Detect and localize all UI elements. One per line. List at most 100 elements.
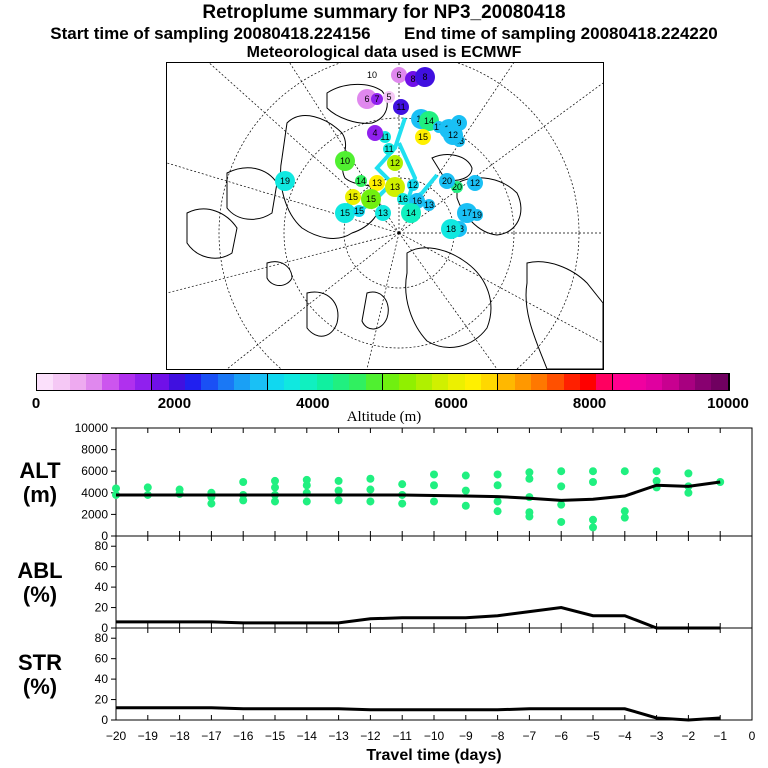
y-tick-label: 0 xyxy=(101,529,108,543)
colorbar-segment xyxy=(563,374,580,390)
y-tick-label: 80 xyxy=(95,631,109,645)
x-tick-label: −5 xyxy=(586,729,600,743)
x-tick-label: −9 xyxy=(459,729,473,743)
scatter-point xyxy=(557,482,566,491)
scatter-point xyxy=(684,488,693,497)
x-tick-label: −7 xyxy=(523,729,537,743)
map-marker xyxy=(443,125,463,145)
map-marker-label: 12 xyxy=(434,122,444,132)
chart-title: Retroplume summary for NP3_20080418 xyxy=(202,2,566,23)
panel-yunit: (%) xyxy=(23,582,57,607)
panel-alt: 0 2000 4000 6000 8000 10000 ALT(m) xyxy=(19,421,753,543)
map-marker-label: 17 xyxy=(462,208,472,218)
map-marker-label: 13 xyxy=(424,200,434,210)
scatter-point xyxy=(620,507,629,516)
scatter-point xyxy=(430,470,438,479)
map-marker-label: 12 xyxy=(470,178,480,188)
map-marker-label: 11 xyxy=(380,132,389,142)
scatter-point xyxy=(398,499,407,508)
colorbar-segment xyxy=(596,374,614,390)
map-marker-label: 15 xyxy=(340,208,350,218)
map-marker xyxy=(371,93,383,105)
x-tick-label: −4 xyxy=(618,729,632,743)
scatter-point xyxy=(271,497,279,506)
scatter-point xyxy=(652,476,661,485)
sampling-times: Start time of sampling 20080418.224156 E… xyxy=(0,24,768,44)
scatter-point xyxy=(271,476,279,485)
y-tick-label: 40 xyxy=(95,580,109,594)
colorbar-segment xyxy=(316,374,333,390)
map-marker-label: 14 xyxy=(356,176,366,186)
scatter-point xyxy=(334,496,343,505)
y-tick-label: 80 xyxy=(95,539,109,553)
map-marker-label: 15 xyxy=(366,194,376,204)
x-tick-label: −15 xyxy=(265,729,286,743)
map-marker xyxy=(375,205,391,221)
scatter-point xyxy=(430,481,438,490)
scatter-point xyxy=(684,469,693,478)
y-tick-label: 10000 xyxy=(75,421,109,435)
map-markers: 1066788511111141412911131512111210141313… xyxy=(275,67,483,239)
scatter-point xyxy=(525,508,534,517)
end-time-label: End time of sampling 20080418.224220 xyxy=(404,24,718,43)
colorbar-segment xyxy=(382,374,400,390)
x-tick-label: −16 xyxy=(233,729,254,743)
map-marker-label: 9 xyxy=(456,118,461,128)
colorbar-segment xyxy=(431,374,449,390)
polar-map: 1066788511111141412911131512111210141313… xyxy=(166,62,604,370)
colorbar-segment xyxy=(579,374,597,390)
map-marker-label: 14 xyxy=(406,208,416,218)
scatter-point xyxy=(589,478,597,486)
scatter-point xyxy=(334,486,343,495)
colorbar-segment xyxy=(613,374,630,390)
scatter-point xyxy=(493,497,502,506)
colorbar-segment xyxy=(267,374,284,390)
map-marker xyxy=(415,67,435,87)
colorbar-segment xyxy=(695,374,712,390)
scatter-point xyxy=(557,500,566,509)
map-marker xyxy=(401,203,421,223)
x-tick-label: −13 xyxy=(328,729,349,743)
map-marker-label: 18 xyxy=(446,224,456,234)
scatter-point xyxy=(430,497,438,506)
colorbar-segment xyxy=(134,374,153,390)
panel-ylabel: ABL xyxy=(17,558,62,583)
x-tick-label: −8 xyxy=(491,729,505,743)
scatter-point xyxy=(302,475,311,484)
series-line xyxy=(116,606,721,630)
map-marker xyxy=(335,203,355,223)
colorbar-segment xyxy=(448,374,465,390)
series-line xyxy=(116,706,721,722)
y-tick-label: 6000 xyxy=(81,464,108,478)
panel-frame xyxy=(115,535,753,629)
colorbar-segment xyxy=(53,374,70,390)
colorbar-tick-label: 10000 xyxy=(707,395,749,412)
map-marker xyxy=(393,99,409,115)
map-marker-label: 15 xyxy=(418,132,428,142)
scatter-point xyxy=(398,480,407,489)
map-marker xyxy=(275,171,295,191)
colorbar-segment xyxy=(711,374,729,390)
map-marker xyxy=(355,175,367,187)
map-marker xyxy=(415,129,431,145)
colorbar-segment xyxy=(678,374,696,390)
map-marker-label: 20 xyxy=(452,182,462,192)
map-marker-label: 19 xyxy=(472,210,482,220)
map-marker-label: 6 xyxy=(364,94,369,104)
x-tick-label: −14 xyxy=(297,729,318,743)
colorbar-tick-label: 0 xyxy=(31,395,41,412)
map-marker-label: 11 xyxy=(384,144,393,154)
scatter-point xyxy=(461,486,470,495)
x-axis-label: Travel time (days) xyxy=(366,747,501,764)
y-tick-label: 20 xyxy=(95,601,109,615)
scatter-point xyxy=(175,485,184,494)
panel-yunit: (m) xyxy=(23,482,57,507)
map-marker xyxy=(471,209,483,221)
colorbar-segment xyxy=(168,374,185,390)
x-tick-label: −1 xyxy=(713,729,727,743)
y-tick-label: 60 xyxy=(95,560,109,574)
colorbar-segment xyxy=(332,374,350,390)
map-marker xyxy=(423,199,435,211)
coastlines xyxy=(186,84,603,369)
